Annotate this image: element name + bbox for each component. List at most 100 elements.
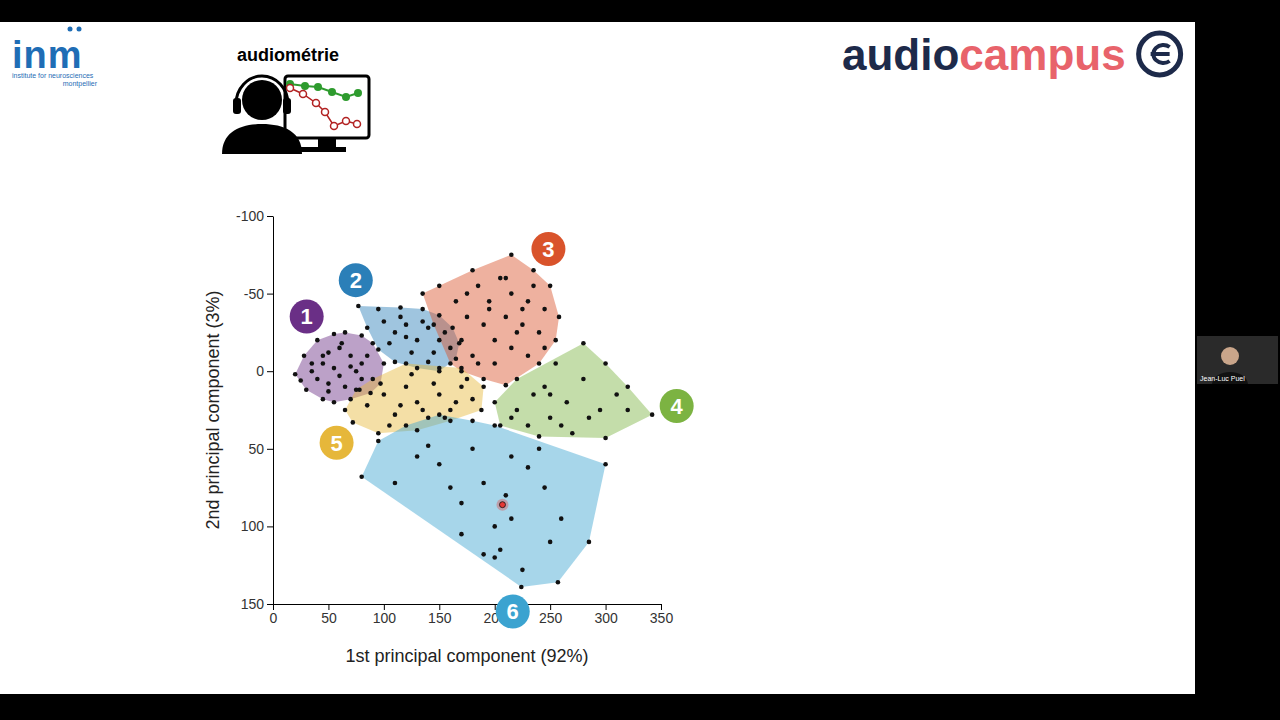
point xyxy=(365,325,370,330)
icon-dot xyxy=(342,93,350,101)
y-tick-mark xyxy=(267,216,273,217)
icon-dot xyxy=(322,109,329,116)
point xyxy=(504,493,509,498)
point xyxy=(404,322,409,327)
point xyxy=(526,353,531,358)
point xyxy=(515,377,520,382)
point xyxy=(492,524,497,529)
earcup xyxy=(233,98,241,114)
point xyxy=(326,381,331,386)
point xyxy=(509,253,514,258)
y-tick-mark xyxy=(267,371,273,372)
head xyxy=(242,80,282,120)
point xyxy=(537,447,542,452)
cluster-label: 5 xyxy=(330,431,342,456)
point xyxy=(548,540,553,545)
point xyxy=(337,374,342,379)
point xyxy=(365,403,370,408)
earcup xyxy=(283,98,291,114)
point xyxy=(387,423,392,428)
x-axis-line xyxy=(274,604,662,605)
x-axis-title: 1st principal component (92%) xyxy=(345,646,588,666)
point xyxy=(415,400,420,405)
cluster-points xyxy=(343,361,486,435)
cluster-label: 1 xyxy=(301,304,313,329)
point xyxy=(448,485,453,490)
speaker-name: Jean-Luc Puel xyxy=(1200,375,1245,382)
logo-dot xyxy=(77,27,82,32)
point xyxy=(348,364,353,369)
x-tick-label: 0 xyxy=(270,610,278,626)
y-tick: 50 xyxy=(248,441,273,457)
x-tick: 350 xyxy=(650,604,674,626)
y-tick: 150 xyxy=(241,596,273,612)
body xyxy=(222,124,302,154)
point xyxy=(368,391,373,396)
point xyxy=(420,319,425,324)
point xyxy=(454,356,459,361)
cluster-points xyxy=(492,341,654,440)
point xyxy=(509,516,514,521)
point xyxy=(415,428,420,433)
point xyxy=(332,332,337,337)
point xyxy=(519,585,524,590)
point xyxy=(404,335,409,340)
point xyxy=(443,415,448,420)
x-tick: 50 xyxy=(321,604,337,626)
point xyxy=(420,291,425,296)
cluster-badge xyxy=(339,263,373,297)
point xyxy=(614,392,619,397)
audiometry-icon xyxy=(222,76,369,154)
point xyxy=(581,341,586,346)
point xyxy=(553,361,558,366)
cluster-badge xyxy=(531,232,565,266)
point xyxy=(470,397,475,402)
logo-text: inm xyxy=(12,34,83,76)
point xyxy=(332,400,337,405)
point xyxy=(603,436,608,441)
point xyxy=(603,361,608,366)
icon-dot xyxy=(354,89,362,97)
cluster-label: 3 xyxy=(542,237,554,262)
point xyxy=(470,419,475,424)
point xyxy=(382,319,387,324)
point xyxy=(531,284,536,289)
point xyxy=(310,369,315,374)
logo-dot xyxy=(68,27,73,32)
x-tick: 250 xyxy=(539,604,563,626)
point xyxy=(437,338,442,343)
y-tick-mark xyxy=(267,526,273,527)
point xyxy=(487,299,492,304)
point xyxy=(426,443,431,448)
point xyxy=(426,325,431,330)
icon-dot xyxy=(300,91,307,98)
point xyxy=(332,366,337,371)
point xyxy=(326,389,331,394)
point xyxy=(520,568,525,573)
y-tick-label: -50 xyxy=(244,286,264,302)
point xyxy=(437,313,442,318)
point xyxy=(492,423,497,428)
point xyxy=(465,315,470,320)
brand: audiocampus xyxy=(842,30,1126,79)
point xyxy=(515,408,520,413)
y-tick-label: 0 xyxy=(256,363,264,379)
point xyxy=(526,465,531,470)
point xyxy=(437,366,442,371)
point xyxy=(476,284,481,289)
point xyxy=(625,384,630,389)
point xyxy=(481,377,486,382)
point xyxy=(515,330,520,335)
point xyxy=(448,408,453,413)
point xyxy=(598,408,603,413)
brand-mark xyxy=(1139,33,1181,75)
point xyxy=(557,315,562,320)
logo-city: montpellier xyxy=(63,80,98,88)
point xyxy=(520,322,525,327)
icon-dot xyxy=(287,85,294,92)
point xyxy=(625,408,630,413)
y-tick-mark xyxy=(267,604,273,605)
cluster-hull xyxy=(495,343,652,438)
slide-background xyxy=(0,22,1195,694)
point xyxy=(479,408,484,413)
